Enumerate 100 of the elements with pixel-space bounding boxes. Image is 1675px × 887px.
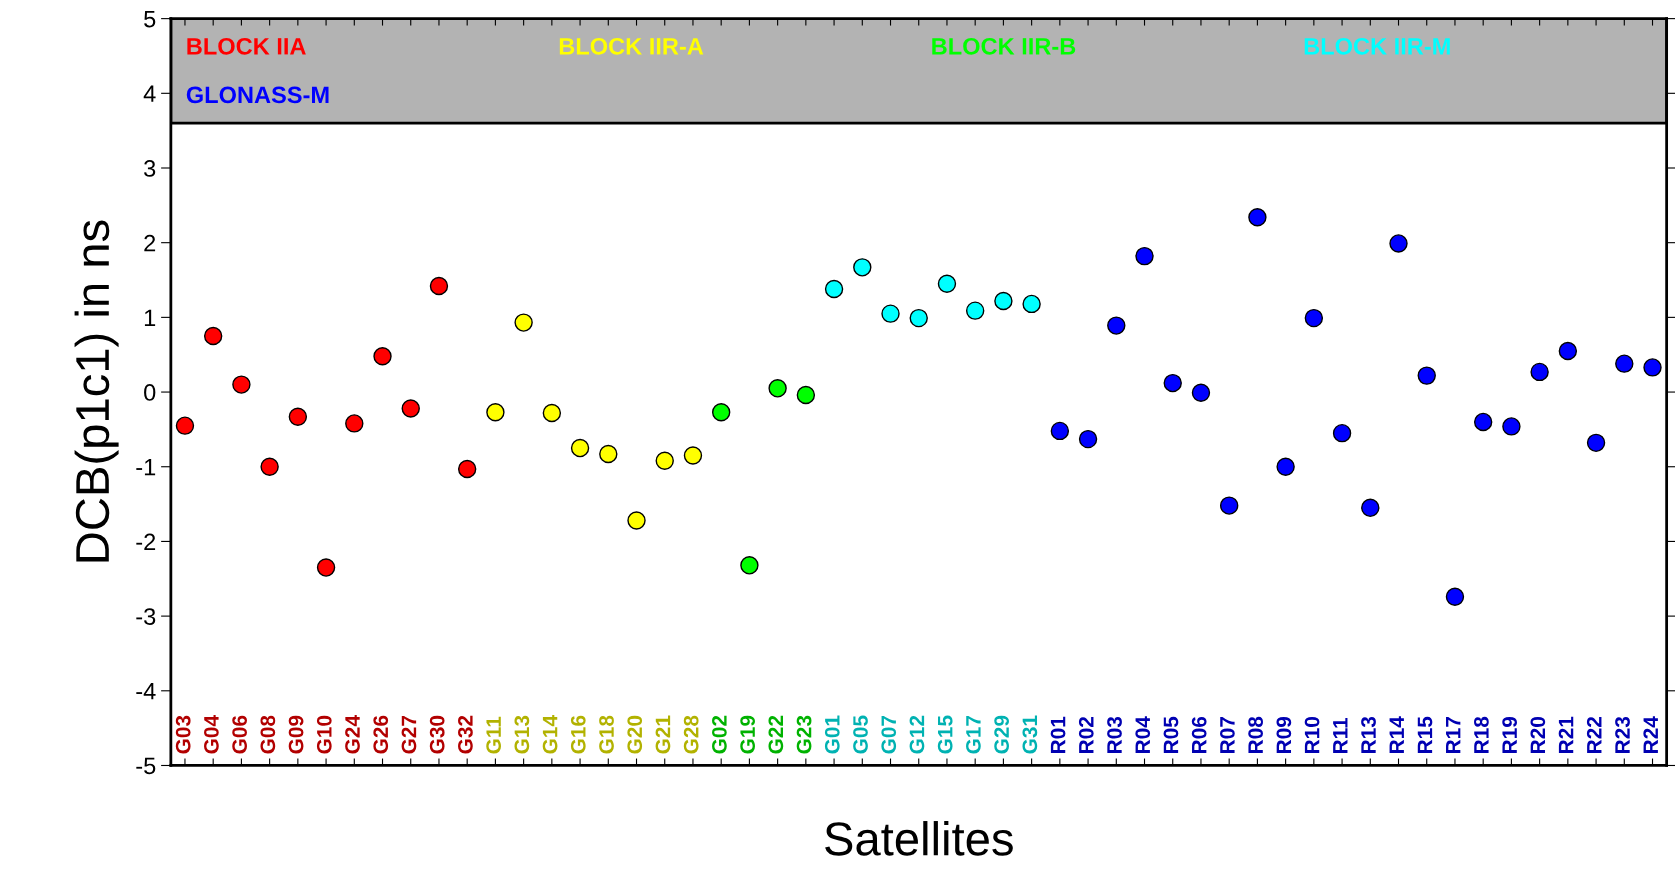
point — [1248, 208, 1267, 227]
x-tick-label: G24 — [345, 715, 360, 754]
point — [401, 399, 420, 418]
point — [599, 444, 618, 464]
y-tick-label: 3 — [144, 160, 156, 177]
x-tick-label: R10 — [1304, 717, 1320, 753]
point — [1332, 423, 1352, 443]
x-tick-label: R15 — [1417, 716, 1433, 753]
x-tick-label: G31 — [1022, 715, 1038, 754]
x-tick-label: G32 — [458, 715, 473, 754]
x-tick-label: R17 — [1446, 717, 1461, 753]
point — [627, 511, 646, 530]
point — [1191, 383, 1211, 403]
x-tick-label: R06 — [1191, 716, 1207, 753]
legend-label: BLOCK IIA — [187, 37, 306, 55]
point — [1219, 496, 1239, 515]
legend-label: BLOCK IIR-A — [559, 37, 704, 55]
x-tick-label: G20 — [627, 715, 643, 754]
point — [965, 301, 985, 320]
point — [373, 347, 392, 366]
point — [345, 414, 364, 433]
x-tick-label: R09 — [1276, 716, 1292, 753]
point — [232, 375, 251, 394]
point — [288, 407, 308, 426]
x-tick-label: G04 — [204, 715, 219, 754]
x-tick-label: R19 — [1502, 716, 1517, 753]
x-tick-label: R02 — [1078, 716, 1094, 753]
legend-label: BLOCK IIR-B — [932, 37, 1076, 55]
x-tick-label: G06 — [232, 715, 247, 754]
point — [1615, 354, 1634, 373]
x-tick-label: R01 — [1050, 716, 1066, 753]
x-tick-label: G08 — [260, 715, 276, 754]
x-tick-label: R22 — [1586, 716, 1602, 753]
point — [1276, 457, 1295, 476]
x-tick-label: G02 — [712, 715, 727, 754]
y-tick-label: 4 — [143, 85, 156, 102]
x-tick-label: G05 — [853, 715, 868, 754]
point — [542, 403, 562, 423]
point — [824, 279, 844, 299]
x-tick-label: G16 — [570, 715, 586, 754]
x-tick-label: R08 — [1248, 716, 1263, 753]
point — [881, 304, 900, 323]
point — [486, 403, 505, 422]
point — [1163, 373, 1182, 393]
y-tick-label: 1 — [144, 309, 156, 326]
point — [1643, 358, 1662, 377]
point — [1304, 308, 1324, 328]
point — [1502, 417, 1521, 436]
point — [711, 403, 731, 422]
point — [457, 459, 477, 479]
legend-label: BLOCK IIR-M — [1304, 37, 1450, 55]
x-tick-label: G14 — [542, 715, 558, 754]
x-tick-label: G13 — [514, 715, 530, 754]
point — [175, 416, 195, 435]
x-tick-label: G26 — [373, 715, 389, 754]
x-tick-label: G10 — [316, 715, 332, 754]
point — [909, 308, 928, 328]
x-tick-label: R03 — [1107, 716, 1122, 753]
x-tick-label: G17 — [966, 715, 981, 754]
point — [316, 558, 336, 577]
point — [1135, 246, 1154, 266]
y-tick-label: 0 — [144, 384, 156, 401]
x-tick-label: R14 — [1389, 716, 1404, 753]
x-tick-label: G28 — [683, 715, 699, 754]
x-tick-label: G19 — [740, 715, 755, 754]
point — [1473, 412, 1493, 432]
point — [1107, 316, 1126, 335]
x-tick-label: G07 — [881, 715, 897, 754]
y-tick-label: -4 — [136, 683, 156, 700]
point — [683, 446, 703, 465]
point — [1361, 498, 1380, 518]
point — [1558, 341, 1578, 361]
point — [570, 438, 590, 458]
point — [1022, 294, 1041, 314]
x-tick-label: R21 — [1558, 716, 1574, 753]
point — [203, 326, 223, 346]
x-tick-label: R11 — [1333, 717, 1348, 753]
x-tick-label: R05 — [1163, 716, 1179, 753]
point — [655, 451, 674, 470]
point — [1389, 234, 1408, 253]
x-tick-label: G30 — [429, 715, 445, 754]
x-tick-label: G01 — [824, 715, 840, 754]
x-tick-label: G18 — [599, 715, 614, 754]
y-tick-label: 2 — [144, 234, 156, 252]
point — [1050, 421, 1070, 441]
x-tick-label: R23 — [1615, 716, 1630, 753]
x-tick-label: G23 — [796, 715, 812, 754]
x-tick-label: R18 — [1474, 716, 1489, 753]
point — [937, 274, 957, 293]
point — [768, 379, 787, 398]
x-tick-label: R24 — [1643, 716, 1658, 753]
point — [796, 385, 816, 405]
y-axis-title: DCB(p1c1) in ns — [74, 220, 119, 562]
y-tick-label: -2 — [136, 533, 156, 550]
point — [994, 291, 1013, 311]
y-tick-label: -1 — [136, 459, 156, 476]
y-tick-label: -5 — [136, 757, 156, 775]
point — [260, 457, 279, 476]
x-tick-label: G15 — [937, 715, 953, 754]
point — [514, 313, 533, 332]
